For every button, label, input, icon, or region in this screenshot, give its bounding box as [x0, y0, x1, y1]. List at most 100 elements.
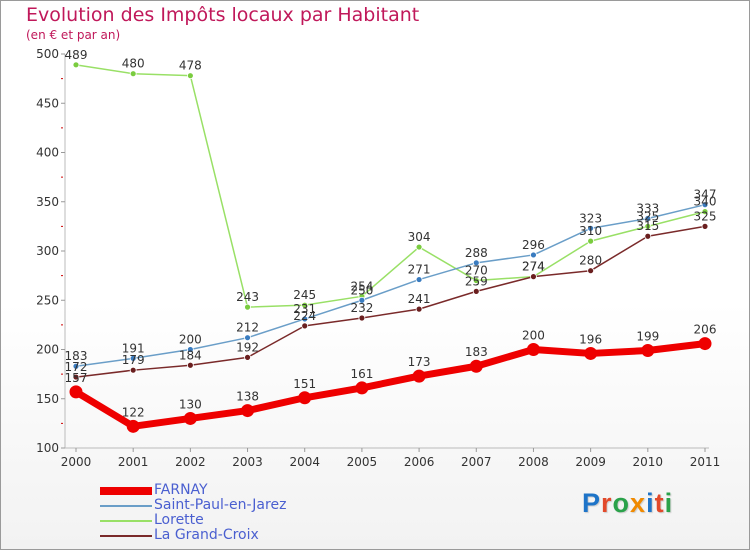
data-label: 191	[122, 341, 145, 355]
data-point	[644, 222, 652, 230]
y-tick-label: 150	[36, 392, 59, 406]
y-tick-label: 200	[36, 343, 59, 357]
data-point	[698, 337, 712, 351]
data-point	[72, 373, 80, 381]
data-point	[412, 369, 426, 383]
data-point	[183, 411, 197, 425]
data-point	[241, 404, 255, 418]
data-label: 333	[636, 201, 659, 215]
data-point	[358, 296, 366, 304]
legend-swatch	[100, 520, 152, 522]
data-label: 274	[522, 260, 545, 274]
x-tick-label: 2008	[518, 455, 549, 469]
data-point	[701, 201, 709, 209]
x-tick-label: 2006	[404, 455, 435, 469]
y-tick-label: 250	[36, 293, 59, 307]
data-label: 206	[694, 323, 717, 337]
data-point	[186, 361, 194, 369]
series-line	[75, 225, 706, 378]
data-point	[244, 303, 251, 311]
data-point	[129, 366, 137, 374]
y-tick-label: 400	[36, 146, 59, 160]
data-point	[472, 259, 480, 267]
data-point	[530, 251, 537, 259]
data-label: 480	[122, 57, 145, 71]
data-point	[415, 243, 423, 251]
data-label: 340	[694, 195, 717, 209]
data-label: 183	[65, 349, 88, 363]
data-label: 157	[65, 371, 88, 385]
data-label: 200	[522, 329, 545, 343]
chart-title: Evolution des Impôts locaux par Habitant	[26, 4, 420, 26]
data-point	[469, 359, 483, 373]
x-tick-label: 2002	[175, 455, 206, 469]
data-label: 138	[236, 390, 259, 404]
data-point	[72, 61, 80, 69]
data-label: 489	[65, 48, 88, 62]
series-line	[75, 203, 706, 367]
data-label: 130	[179, 397, 202, 411]
legend-label: Lorette	[154, 512, 204, 528]
data-point	[701, 208, 709, 216]
data-label: 243	[236, 290, 259, 304]
data-point	[472, 287, 480, 295]
data-point	[298, 391, 312, 405]
data-point	[186, 346, 194, 353]
legend-swatch	[100, 505, 152, 507]
x-tick-label: 2011	[690, 455, 721, 469]
data-point	[186, 72, 194, 80]
x-tick-label: 2005	[347, 455, 378, 469]
data-point	[72, 362, 80, 370]
x-tick-label: 2000	[61, 455, 92, 469]
x-tick-label: 2004	[289, 455, 320, 469]
y-tick-label: 450	[36, 96, 59, 110]
data-label: 323	[579, 211, 602, 225]
x-tick-label: 2001	[118, 455, 149, 469]
data-label: 325	[694, 209, 717, 223]
series-la-grand-croix	[72, 222, 709, 381]
data-point	[301, 322, 309, 330]
data-label: 199	[636, 329, 659, 343]
data-label: 304	[408, 230, 431, 244]
y-tick-label: 500	[36, 47, 59, 61]
x-tick-label: 2010	[633, 455, 664, 469]
data-label: 271	[408, 263, 431, 277]
y-tick-label: 350	[36, 195, 59, 209]
data-label: 254	[350, 279, 373, 293]
data-label: 241	[408, 292, 431, 306]
data-point	[472, 277, 480, 284]
data-point	[244, 353, 251, 361]
data-point	[587, 237, 595, 245]
data-label: 296	[522, 238, 545, 252]
data-label: 122	[122, 405, 145, 419]
data-point	[530, 273, 537, 281]
data-label: 310	[579, 224, 602, 238]
data-point	[355, 381, 369, 395]
y-tick-label: 300	[36, 244, 59, 258]
series-saint-paul-en-jarez	[72, 201, 709, 370]
data-point	[129, 354, 137, 362]
data-label: 270	[465, 264, 488, 278]
data-label: 245	[293, 288, 316, 302]
data-label: 250	[350, 283, 373, 297]
data-point	[701, 222, 709, 230]
data-point	[526, 343, 540, 356]
data-point	[244, 334, 251, 342]
data-point	[69, 385, 83, 399]
data-point	[129, 70, 137, 78]
data-point	[584, 346, 598, 360]
proxiti-logo: Proxiti	[582, 488, 674, 518]
data-label: 184	[179, 348, 202, 362]
series-lorette	[72, 61, 709, 311]
legend-swatch	[100, 487, 152, 495]
data-label: 274	[522, 260, 545, 274]
data-label: 288	[465, 246, 488, 260]
legend-label: La Grand-Croix	[154, 527, 259, 543]
legend-swatch	[100, 535, 152, 537]
data-point	[644, 232, 652, 240]
data-label: 315	[636, 219, 659, 233]
x-tick-label: 2009	[575, 455, 606, 469]
data-label: 232	[350, 301, 373, 315]
